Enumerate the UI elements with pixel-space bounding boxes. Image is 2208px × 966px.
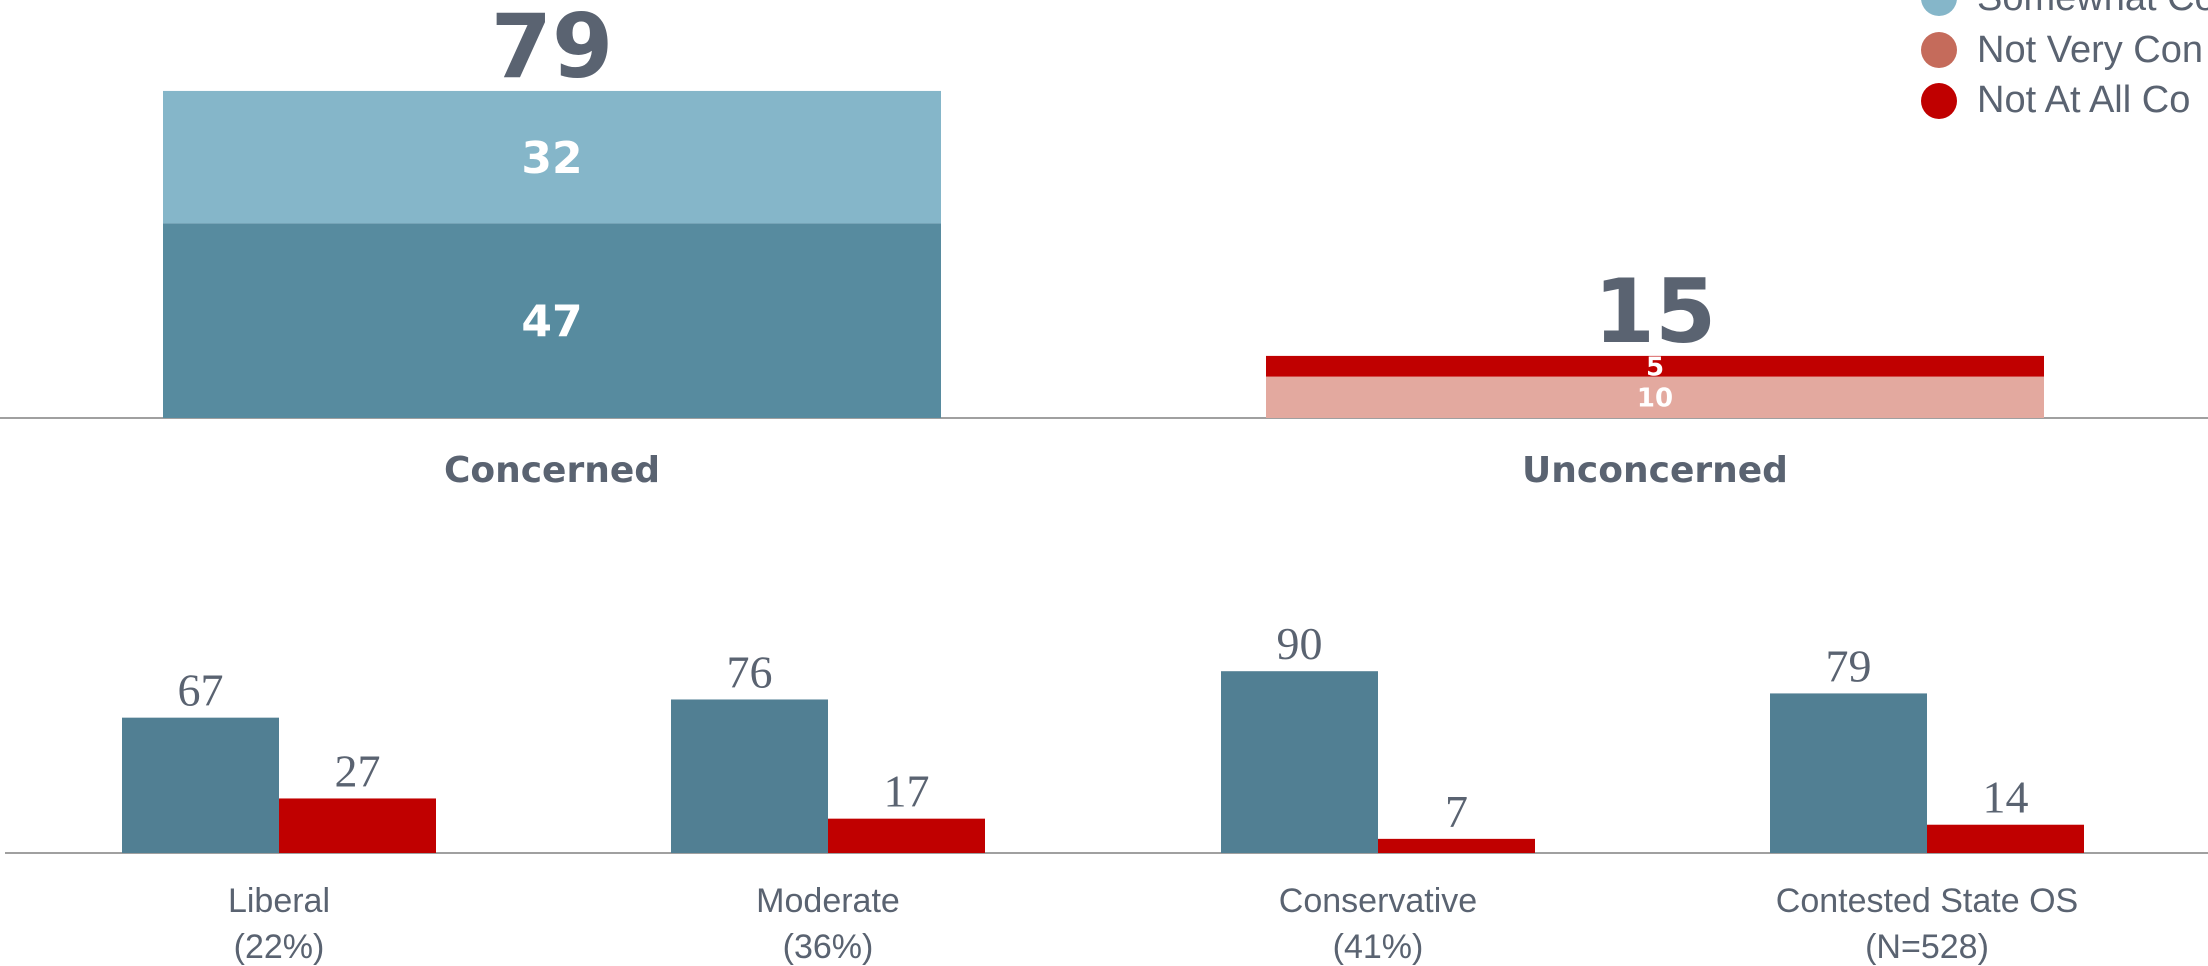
group-label-liberal: Liberal — [228, 882, 330, 920]
data-label-unconcerned-not-at-all-concerned: 5 — [1646, 353, 1664, 383]
group-sublabel-liberal: (22%) — [234, 928, 325, 966]
legend-label-somewhat: Somewhat Co — [1977, 0, 2208, 19]
data-label-concerned-somewhat-concerned: 32 — [521, 133, 582, 184]
bar-contested-state-os-concerned — [1770, 693, 1927, 853]
value-label-moderate-concerned: 76 — [727, 646, 773, 697]
bar-liberal-concerned — [122, 717, 279, 853]
value-label-conservative-concerned: 90 — [1277, 618, 1323, 669]
value-label-liberal-unconcerned: 27 — [335, 745, 381, 796]
legend: Somewhat Co Not Very Con Not At All Co — [1921, 0, 2208, 121]
legend-swatch-not-at-all — [1921, 83, 1957, 119]
value-label-liberal-concerned: 67 — [178, 665, 224, 716]
bar-unconcerned-not-very-concerned — [1266, 376, 2044, 418]
legend-swatch-somewhat — [1921, 0, 1957, 16]
value-label-contested-state-os-concerned: 79 — [1826, 640, 1872, 691]
bar-moderate-concerned — [671, 699, 828, 853]
bar-unconcerned-not-at-all-concerned — [1266, 355, 2044, 377]
group-sublabel-conservative: (41%) — [1333, 928, 1424, 966]
bar-concerned-somewhat-concerned — [163, 90, 941, 224]
data-label-concerned-very-concerned: 47 — [521, 297, 582, 348]
category-label-unconcerned: Unconcerned — [1522, 450, 1788, 491]
total-label-unconcerned: 15 — [1594, 260, 1716, 363]
total-label-concerned: 79 — [491, 0, 613, 98]
group-label-moderate: Moderate — [756, 882, 900, 920]
category-label-concerned: Concerned — [444, 450, 660, 491]
legend-label-not-very: Not Very Con — [1977, 29, 2203, 71]
group-label-conservative: Conservative — [1279, 882, 1477, 920]
legend-label-not-at-all: Not At All Co — [1977, 79, 2190, 121]
value-label-moderate-unconcerned: 17 — [884, 766, 930, 817]
group-label-contested-state-os: Contested State OS — [1776, 882, 2078, 920]
group-sublabel-moderate: (36%) — [783, 928, 874, 966]
grouped-bar-chart: 67 27 Liberal (22%) 76 17 Moderate (36%) 90 7 Cons… — [5, 618, 2208, 966]
value-label-contested-state-os-unconcerned: 14 — [1983, 772, 2029, 823]
value-label-conservative-unconcerned: 7 — [1445, 786, 1468, 837]
bar-contested-state-os-unconcerned — [1927, 824, 2084, 853]
bar-moderate-unconcerned — [828, 818, 985, 853]
bar-concerned-very-concerned — [163, 223, 941, 418]
bar-conservative-unconcerned — [1378, 838, 1535, 853]
bar-liberal-unconcerned — [279, 798, 436, 853]
group-sublabel-contested-state-os: (N=528) — [1865, 928, 1989, 966]
data-label-unconcerned-not-very-concerned: 10 — [1637, 384, 1673, 414]
bar-conservative-concerned — [1221, 671, 1378, 853]
legend-swatch-not-very — [1921, 32, 1957, 68]
